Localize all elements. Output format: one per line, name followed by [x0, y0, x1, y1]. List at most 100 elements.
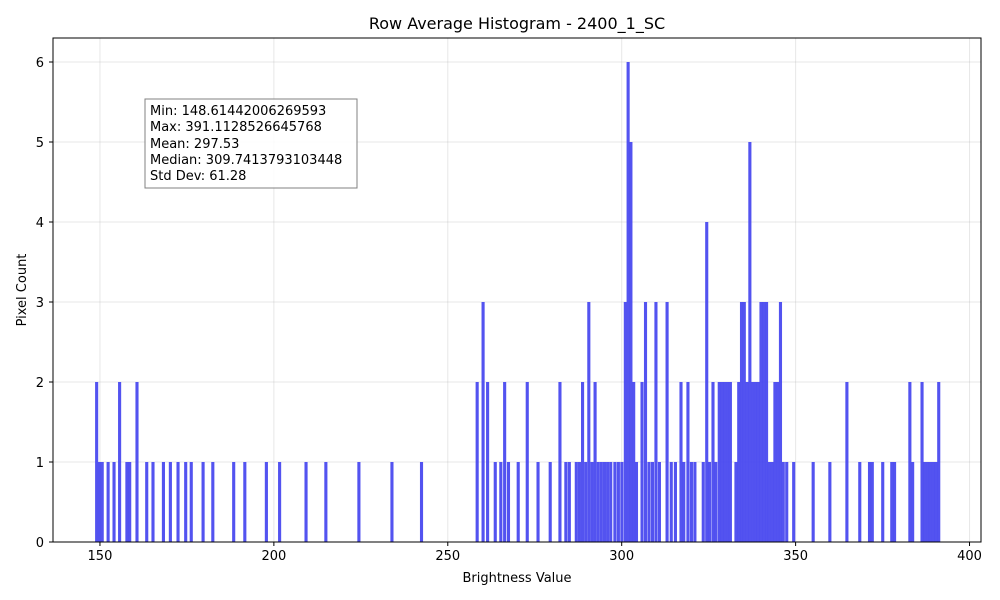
histogram-bar — [773, 382, 777, 542]
histogram-bar — [870, 462, 874, 542]
histogram-bar — [525, 382, 529, 542]
histogram-bar — [665, 302, 669, 542]
histogram-bar — [201, 462, 205, 542]
histogram-bar — [748, 142, 752, 542]
histogram-bar — [278, 462, 282, 542]
histogram-bar — [506, 462, 511, 542]
x-tick-label: 200 — [261, 549, 286, 564]
histogram-bar — [734, 462, 738, 542]
histogram-bar — [493, 462, 497, 542]
y-tick-label: 3 — [36, 296, 44, 311]
histogram-bar — [304, 462, 308, 542]
histogram-bar — [762, 302, 766, 542]
histogram-bar — [481, 302, 485, 542]
histogram-bar — [632, 382, 636, 542]
histogram-bar — [176, 462, 180, 542]
histogram-bar — [767, 462, 771, 542]
histogram-bar — [536, 462, 540, 542]
stats-line-std-dev: Std Dev: 61.28 — [150, 169, 246, 184]
histogram-bar — [934, 462, 938, 542]
histogram-bar — [599, 462, 603, 542]
histogram-bar — [419, 462, 424, 542]
x-tick-label: 150 — [88, 549, 113, 564]
histogram-bar — [679, 382, 683, 542]
histogram-bar — [324, 462, 328, 542]
histogram-bar — [609, 462, 613, 542]
histogram-bar — [634, 462, 639, 542]
histogram-bar — [232, 462, 236, 542]
histogram-bar — [828, 462, 832, 542]
histogram-bar — [390, 462, 394, 542]
x-axis-label: Brightness Value — [462, 571, 571, 586]
y-axis-ticks: 0 1 2 3 4 5 6 — [36, 56, 53, 551]
histogram-bar — [673, 462, 677, 542]
histogram-bar — [751, 382, 755, 542]
histogram-bar — [711, 382, 715, 542]
histogram-bar — [357, 462, 361, 542]
histogram-bar — [647, 462, 651, 542]
histogram-bar — [776, 382, 780, 542]
stats-line-max: Max: 391.1128526645768 — [150, 120, 322, 135]
histogram-bar — [118, 382, 122, 542]
histogram-bar — [705, 222, 709, 542]
histogram-bar — [858, 462, 862, 542]
histogram-bar — [558, 382, 562, 542]
histogram-bar — [923, 462, 927, 542]
histogram-bar — [726, 382, 730, 542]
histogram-bar — [778, 302, 783, 542]
histogram-bar — [264, 462, 268, 542]
histogram-bar — [931, 462, 935, 542]
histogram-bar — [189, 462, 193, 542]
y-tick-label: 6 — [36, 56, 44, 71]
histogram-bar — [106, 462, 110, 542]
histogram-bar — [574, 462, 578, 542]
x-tick-label: 350 — [783, 549, 808, 564]
histogram-bar — [128, 462, 132, 542]
histogram-bar — [593, 382, 597, 542]
histogram-bar — [626, 62, 630, 542]
histogram-bar — [499, 462, 503, 542]
histogram-bar — [581, 382, 585, 542]
histogram-bar — [623, 302, 627, 542]
histogram-bars — [95, 62, 941, 542]
histogram-bar — [707, 462, 712, 542]
histogram-bar — [161, 462, 165, 542]
histogram-bar — [640, 382, 644, 542]
histogram-bar — [742, 302, 746, 542]
histogram-bar — [100, 462, 104, 542]
histogram-bar — [720, 382, 724, 542]
histogram-bar — [845, 382, 849, 542]
histogram-bar — [890, 462, 894, 542]
histogram-bar — [728, 382, 732, 542]
histogram-bar — [714, 462, 718, 542]
histogram-bar — [937, 382, 941, 542]
stats-line-median: Median: 309.7413793103448 — [150, 153, 342, 168]
histogram-bar — [654, 302, 658, 542]
x-tick-label: 400 — [957, 549, 982, 564]
x-axis-ticks: 150 200 250 300 350 400 — [88, 542, 982, 564]
histogram-bar — [723, 382, 727, 542]
histogram-bar — [97, 462, 101, 542]
histogram-bar — [717, 382, 721, 542]
histogram-bar — [908, 382, 912, 542]
histogram-bar — [590, 462, 594, 542]
histogram-bar — [669, 462, 673, 542]
histogram-bar — [184, 462, 188, 542]
histogram-bar — [606, 462, 610, 542]
histogram-bar — [650, 462, 655, 542]
histogram-bar — [596, 462, 600, 542]
histogram-bar — [920, 382, 924, 542]
histogram-bar — [602, 462, 607, 542]
histogram-bar — [881, 462, 885, 542]
y-tick-label: 5 — [36, 136, 44, 151]
histogram-bar — [753, 382, 757, 542]
stats-line-min: Min: 148.61442006269593 — [150, 104, 326, 119]
histogram-bar — [928, 462, 932, 542]
histogram-bar — [168, 462, 172, 542]
histogram-bar — [567, 462, 571, 542]
y-tick-label: 4 — [36, 216, 44, 231]
histogram-bar — [785, 462, 789, 542]
histogram-bar — [756, 382, 760, 542]
histogram-bar — [616, 462, 620, 542]
